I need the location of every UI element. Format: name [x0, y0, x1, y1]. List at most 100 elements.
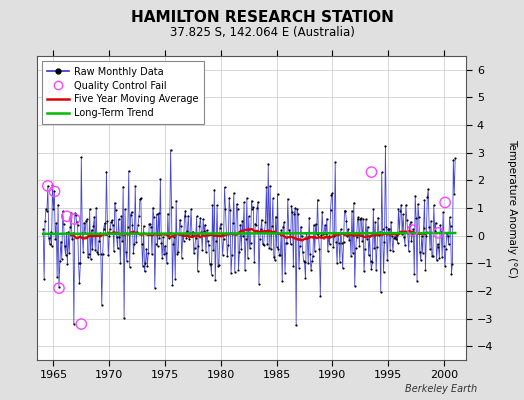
Point	[102, 168, 111, 175]
Point	[68, 236, 76, 242]
Point	[413, 278, 421, 284]
Point	[134, 222, 142, 228]
Point	[279, 224, 287, 230]
Point	[81, 230, 89, 236]
Point	[257, 226, 265, 232]
Point	[180, 213, 189, 220]
Point	[275, 252, 283, 258]
Point	[428, 253, 436, 259]
Point	[213, 202, 221, 208]
Point	[69, 230, 77, 236]
Point	[43, 183, 52, 189]
Point	[63, 261, 72, 267]
Point	[407, 238, 416, 244]
Point	[311, 221, 320, 227]
Point	[318, 208, 326, 215]
Point	[91, 247, 100, 253]
Point	[264, 160, 272, 167]
Point	[135, 213, 143, 220]
Point	[215, 261, 223, 268]
Point	[451, 155, 460, 162]
Point	[365, 252, 373, 258]
Point	[88, 227, 96, 233]
Point	[192, 213, 201, 220]
Point	[402, 216, 411, 223]
Point	[399, 211, 407, 218]
Point	[166, 230, 174, 236]
Point	[146, 221, 155, 227]
Point	[447, 271, 456, 277]
Point	[196, 215, 204, 221]
Point	[367, 169, 376, 175]
Legend: Raw Monthly Data, Quality Control Fail, Five Year Moving Average, Long-Term Tren: Raw Monthly Data, Quality Control Fail, …	[41, 61, 204, 124]
Point	[214, 262, 222, 269]
Point	[211, 277, 220, 283]
Point	[410, 271, 419, 277]
Point	[111, 199, 119, 206]
Point	[112, 207, 120, 213]
Point	[252, 222, 260, 228]
Point	[424, 186, 432, 192]
Point	[198, 247, 206, 253]
Point	[199, 216, 208, 223]
Point	[305, 214, 313, 221]
Point	[371, 219, 379, 225]
Point	[294, 264, 303, 271]
Point	[76, 260, 84, 266]
Point	[409, 226, 418, 232]
Point	[383, 257, 391, 263]
Point	[448, 260, 456, 267]
Point	[335, 240, 343, 246]
Point	[352, 245, 360, 252]
Point	[313, 196, 322, 203]
Point	[101, 220, 109, 226]
Point	[96, 251, 105, 257]
Point	[225, 195, 233, 201]
Point	[253, 205, 261, 211]
Point	[432, 257, 441, 264]
Point	[197, 229, 205, 235]
Point	[358, 238, 366, 244]
Text: Berkeley Earth: Berkeley Earth	[405, 384, 477, 394]
Point	[436, 222, 444, 228]
Point	[441, 199, 450, 206]
Point	[290, 211, 299, 217]
Point	[357, 215, 365, 221]
Point	[233, 201, 241, 208]
Point	[245, 213, 253, 220]
Point	[370, 245, 378, 251]
Point	[237, 245, 245, 252]
Point	[127, 209, 136, 215]
Point	[331, 159, 340, 166]
Point	[300, 259, 309, 265]
Point	[73, 222, 82, 228]
Point	[116, 260, 125, 266]
Point	[133, 228, 141, 235]
Point	[281, 270, 289, 276]
Point	[443, 232, 452, 239]
Point	[157, 239, 166, 246]
Point	[132, 239, 140, 245]
Point	[431, 220, 440, 226]
Point	[138, 241, 146, 248]
Point	[380, 239, 389, 245]
Point	[217, 231, 226, 238]
Point	[378, 226, 387, 232]
Point	[222, 231, 231, 237]
Point	[77, 154, 85, 160]
Point	[377, 289, 385, 296]
Point	[57, 238, 65, 245]
Point	[430, 202, 438, 208]
Point	[437, 228, 445, 235]
Point	[228, 252, 236, 258]
Point	[247, 198, 256, 204]
Point	[422, 233, 431, 240]
Point	[230, 190, 238, 196]
Point	[219, 252, 227, 258]
Point	[386, 246, 394, 253]
Point	[70, 216, 79, 222]
Point	[90, 214, 99, 220]
Point	[130, 240, 138, 247]
Point	[379, 269, 388, 275]
Point	[296, 243, 304, 249]
